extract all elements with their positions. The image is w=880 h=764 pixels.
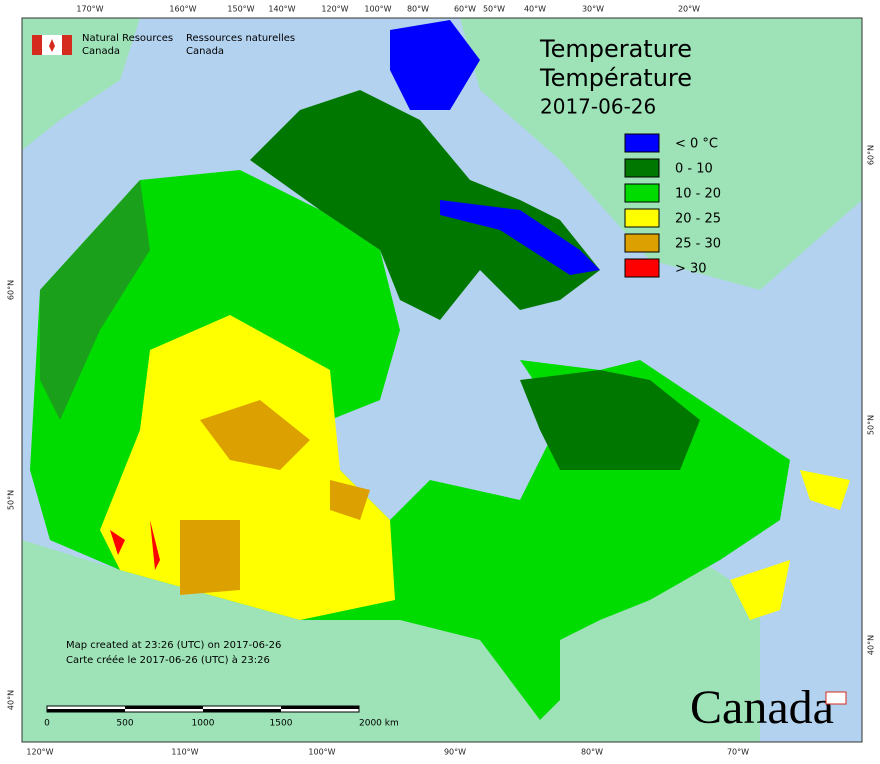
created-fr: Carte créée le 2017-06-26 (UTC) à 23:26 [66,654,270,666]
graticule-top: 120°W [321,5,348,14]
org-en: Canada [82,46,120,57]
graticule-right: 60°N [867,145,876,165]
legend-label: 20 - 25 [675,212,721,227]
scale-seg [47,709,125,712]
very-hot [110,520,160,570]
graticule-top: 160°W [169,5,196,14]
graticule-top: 100°W [364,5,391,14]
org-fr: Ressources naturelles [186,33,295,44]
legend-swatch [624,158,660,178]
graticule-bottom: 70°W [727,748,749,757]
flag-bar [32,35,42,55]
title-fr: Température [539,64,692,92]
created-en: Map created at 23:26 (UTC) on 2017-06-26 [66,640,281,651]
scale-label: 0 [44,719,50,729]
graticule-bottom: 110°W [171,748,198,757]
legend-swatch [624,133,660,153]
legend: < 0 °C 0 - 10 10 - 20 20 - 25 25 - 30 > 30 [624,133,721,278]
graticule-left: 40°N [7,690,16,710]
greenland [460,18,862,290]
graticule-top: 30°W [582,5,604,14]
org-fr: Canada [186,46,224,57]
legend-label: < 0 °C [675,137,718,152]
graticule-top: 140°W [268,5,295,14]
atlantic-warm [730,470,850,620]
scale-seg [125,706,203,709]
scale-label: 1000 [192,719,215,729]
quebec-cool [520,370,700,470]
graticule-right: 50°N [867,415,876,435]
scale-seg [203,709,281,712]
legend-label: 10 - 20 [675,187,721,202]
title-en: Temperature [539,35,692,63]
map-body [21,17,863,743]
scale-label: 2000 km [359,719,399,729]
graticule-top: 60°W [454,5,476,14]
wordmark-flag [825,691,847,705]
graticule-bottom: 90°W [444,748,466,757]
legend-swatch [624,208,660,228]
frame [21,17,863,743]
graticule-top: 20°W [678,5,700,14]
graticule-right: 40°N [867,635,876,655]
scale-labels: 0 500 1000 1500 2000 km [44,719,399,729]
graticule-top: 50°W [483,5,505,14]
legend-swatch [624,258,660,278]
scale-label: 500 [116,719,133,729]
graticule: 170°W 160°W 150°W 140°W 120°W 100°W 80°W 60°W 50… [7,5,876,757]
wordmark: Canada [690,681,834,734]
graticule-bottom: 80°W [581,748,603,757]
graticule-left: 50°N [7,490,16,510]
hot-patches [180,400,370,595]
scale-label: 1500 [270,719,293,729]
arctic-cold [390,20,600,275]
graticule-top: 40°W [524,5,546,14]
graticule-top: 150°W [227,5,254,14]
graticule-bottom: 120°W [26,748,53,757]
legend-swatch [624,183,660,203]
legend-label: > 30 [675,262,707,277]
title-date: 2017-06-26 [540,95,656,119]
flag-bar [62,35,72,55]
yukon-cool [40,180,150,420]
scale-bar [46,705,360,713]
legend-label: 25 - 30 [675,237,721,252]
graticule-bottom: 100°W [308,748,335,757]
scale-seg [281,706,359,709]
legend-label: 0 - 10 [675,162,713,177]
legend-swatch [624,233,660,253]
arctic-islands [250,90,600,320]
prairies-warm [100,315,395,620]
graticule-top: 80°W [407,5,429,14]
graticule-left: 60°N [7,280,16,300]
graticule-top: 170°W [76,5,103,14]
org-en: Natural Resources [82,33,173,44]
flag-leaf [49,39,55,52]
